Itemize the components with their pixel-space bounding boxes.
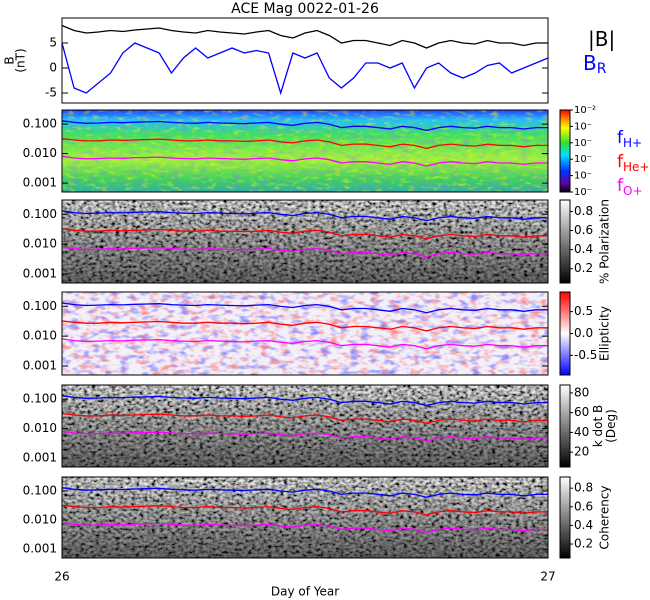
colorbar-label: (Deg) [604,409,618,443]
colorbar-tick-label: 10⁻ [574,187,592,198]
frequency-line [61,338,548,350]
frequency-line [61,522,548,533]
frequency-line [61,228,548,240]
y-axis-label: B [3,56,17,64]
legend-subscript: H+ [623,136,642,150]
colorbar-tick-label: 60 [574,405,589,419]
frequency-line [61,430,548,442]
colorbar-tick-label: 0.5 [574,304,593,318]
legend-entry: BR [583,51,607,78]
y-tick-label: 0.100 [23,299,57,313]
y-tick-label: 0.001 [23,359,57,373]
colorbar-tick-label: -0.5 [574,348,597,362]
colorbar-tick-label: 10⁻ [574,138,592,149]
colorbar-tick-label: 10⁻² [574,105,596,116]
y-tick-label: 5 [49,36,57,50]
frequency-line [61,246,548,258]
y-tick-label: 0.100 [23,117,57,131]
legend-entry: |B| [588,27,615,51]
colorbar-label: % Polarization [598,199,612,284]
colorbar-tick-label: 10⁻ [574,154,592,165]
series-line [61,42,549,96]
plot-area [62,18,548,103]
legend-subscript: R [597,61,607,77]
y-tick-label: 0.100 [23,483,57,497]
y-tick-label: 0.001 [23,176,57,190]
y-tick-label: 0.001 [23,542,57,556]
plot-frame [61,384,549,468]
frequency-line [61,320,548,332]
colorbar-tick-label: 0.6 [574,223,593,237]
colorbar-label: k dot B [591,405,605,447]
colorbar-tick-label: 0.8 [574,481,593,495]
colorbar-tick-label: 20 [574,445,589,459]
y-tick-label: 0.100 [23,392,57,406]
colorbar-tick-label: 0.6 [574,499,593,513]
legend-entry: fH+ [617,128,642,150]
legend-name: f [617,152,624,172]
legend-entry: fHe+ [617,152,649,174]
frequency-line [61,395,548,407]
plot-frame [61,17,549,104]
y-tick-label: 0.010 [23,329,57,343]
legend-name: f [617,176,624,196]
frequency-line [61,302,548,314]
colorbar-tick-label: 0.4 [574,518,593,532]
x-axis-label: Day of Year [271,585,339,599]
colorbar [559,199,571,284]
legend-name: f [617,128,624,148]
y-tick-label: 0.001 [23,267,57,281]
frequency-line [61,413,548,425]
legend-subscript: He+ [623,160,649,174]
legend-name: B [583,51,597,75]
colorbar-label: Coherency [598,485,612,549]
colorbar-tick-label: 0.0 [574,326,593,340]
colorbar [559,291,571,376]
plot-frame [61,291,549,376]
y-tick-label: 0.001 [23,451,57,465]
x-tick-label: 27 [540,570,555,584]
colorbar-tick-label: 40 [574,425,589,439]
y-tick-label: 0.010 [23,146,57,160]
colorbar-tick-label: 0.2 [574,537,593,551]
colorbar-tick-label: 0.4 [574,242,593,256]
frequency-line [61,155,548,167]
colorbar-tick-label: 10⁻ [574,171,592,182]
frequency-line [61,210,548,222]
colorbar-label: Ellipticity [598,306,612,361]
colorbar-tick-label: 10⁻ [574,121,592,132]
colorbar-tick-label: 0.2 [574,261,593,275]
plot-frame [61,476,549,559]
x-tick-label: 26 [54,570,69,584]
chart-title: ACE Mag 0022-01-26 [231,1,379,17]
y-tick-label: 0.010 [23,237,57,251]
legend-name: |B| [588,27,615,51]
y-axis-label: (nT) [14,48,28,72]
colorbar [559,384,571,468]
frequency-line [61,120,548,132]
plot-frame [61,199,549,284]
frequency-line [61,138,548,150]
series-line [61,24,548,49]
y-tick-label: 0 [49,61,57,75]
colorbar-tick-label: 0.8 [574,204,593,218]
y-tick-label: 0.010 [23,513,57,527]
legend-entry: fO+ [617,176,643,198]
plot-frame [61,109,549,193]
y-tick-label: -5 [45,86,57,100]
colorbar [559,476,571,559]
colorbar-tick-label: 80 [574,385,589,399]
frequency-line [61,504,548,516]
y-tick-label: 0.010 [23,421,57,435]
frequency-line [61,487,548,498]
y-tick-label: 0.100 [23,207,57,221]
legend-subscript: O+ [623,184,643,198]
colorbar [559,109,571,193]
